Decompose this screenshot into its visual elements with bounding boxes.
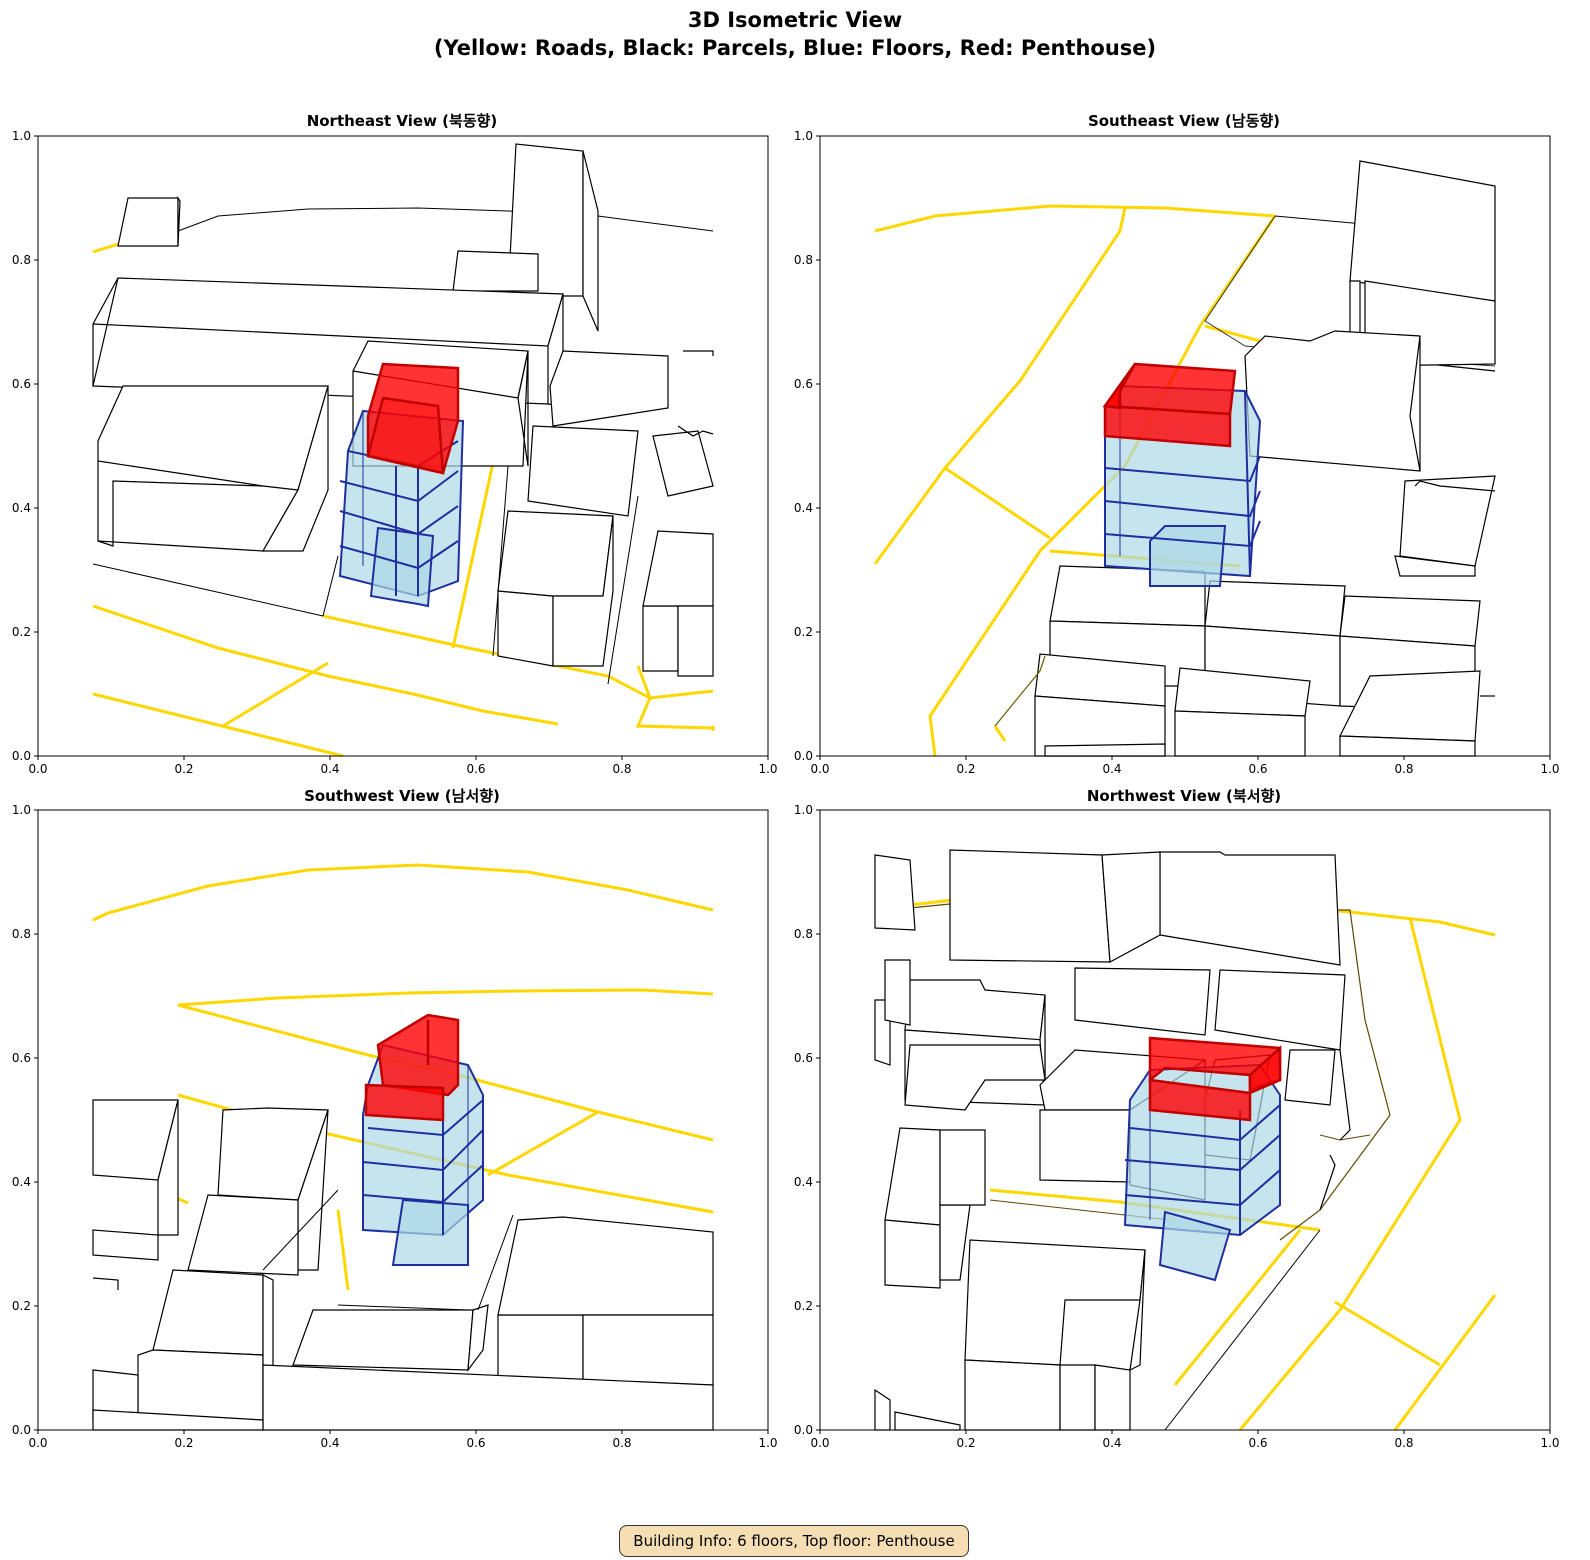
y-tick-label: 0.8 <box>794 253 813 267</box>
y-tick-label: 0.0 <box>794 749 813 763</box>
x-tick-label: 0.2 <box>174 762 193 776</box>
x-tick-label: 1.0 <box>758 1436 777 1450</box>
panel-southwest <box>37 809 769 1431</box>
x-tick-label: 1.0 <box>1540 1436 1559 1450</box>
penthouse <box>366 362 460 475</box>
panel-southeast <box>819 135 1551 757</box>
panel-title-northeast: Northeast View (북동향) <box>306 112 498 130</box>
x-tick-label: 0.8 <box>612 1436 631 1450</box>
panel-title-southeast: Southeast View (남동향) <box>1087 112 1281 130</box>
x-tick-label: 0.4 <box>1102 762 1121 776</box>
panel-northeast <box>37 135 769 758</box>
x-tick-label: 0.6 <box>466 762 485 776</box>
parcels <box>92 1099 714 1431</box>
penthouse <box>364 1013 460 1122</box>
axes-frame <box>819 809 1551 1431</box>
y-tick-label: 0.6 <box>794 1051 813 1065</box>
x-tick-label: 0.8 <box>612 762 631 776</box>
panel-title-southwest: Southwest View (남서향) <box>304 787 500 805</box>
penthouse <box>1102 362 1237 448</box>
x-tick-label: 0.4 <box>1102 1436 1121 1450</box>
x-tick-label: 0.0 <box>28 762 47 776</box>
x-tick-label: 0.8 <box>1394 1436 1413 1450</box>
figure-title-line1: 3D Isometric View <box>687 8 903 32</box>
x-tick-label: 1.0 <box>1540 762 1559 776</box>
y-tick-label: 0.0 <box>12 1423 31 1437</box>
y-tick-label: 1.0 <box>794 803 813 817</box>
x-tick-label: 0.6 <box>1248 762 1267 776</box>
y-tick-label: 0.6 <box>794 377 813 391</box>
panel-title-northwest: Northwest View (북서향) <box>1086 787 1282 805</box>
x-tick-label: 0.0 <box>28 1436 47 1450</box>
x-tick-label: 0.8 <box>1394 762 1413 776</box>
y-tick-label: 0.2 <box>12 625 31 639</box>
y-tick-label: 0.2 <box>794 625 813 639</box>
x-tick-label: 0.4 <box>320 1436 339 1450</box>
y-tick-label: 0.4 <box>12 1175 31 1189</box>
x-tick-label: 0.4 <box>320 762 339 776</box>
building-info-box: Building Info: 6 floors, Top floor: Pent… <box>619 1525 969 1557</box>
y-tick-label: 1.0 <box>12 129 31 143</box>
y-tick-label: 0.8 <box>12 253 31 267</box>
x-tick-label: 0.2 <box>956 1436 975 1450</box>
y-tick-label: 0.0 <box>12 749 31 763</box>
x-tick-label: 0.6 <box>1248 1436 1267 1450</box>
x-tick-label: 1.0 <box>758 762 777 776</box>
y-tick-label: 0.2 <box>12 1299 31 1313</box>
x-tick-label: 0.2 <box>174 1436 193 1450</box>
y-tick-label: 0.4 <box>794 501 813 515</box>
y-tick-label: 0.4 <box>794 1175 813 1189</box>
y-tick-label: 0.0 <box>794 1423 813 1437</box>
y-tick-label: 0.6 <box>12 1051 31 1065</box>
figure-title: 3D Isometric View (Yellow: Roads, Black:… <box>0 6 1590 62</box>
parcels <box>92 143 714 685</box>
axes-frame <box>819 135 1551 757</box>
parcels <box>994 160 1496 757</box>
y-tick-label: 0.2 <box>794 1299 813 1313</box>
x-tick-label: 0.2 <box>956 762 975 776</box>
penthouse <box>1148 1036 1282 1122</box>
y-tick-label: 0.4 <box>12 501 31 515</box>
x-tick-label: 0.6 <box>466 1436 485 1450</box>
axes-frame <box>37 809 769 1431</box>
y-tick-label: 0.8 <box>794 927 813 941</box>
x-tick-label: 0.0 <box>810 1436 829 1450</box>
figure-title-line2: (Yellow: Roads, Black: Parcels, Blue: Fl… <box>433 36 1157 60</box>
y-tick-label: 1.0 <box>794 129 813 143</box>
panel-northwest <box>819 809 1551 1431</box>
y-tick-label: 0.8 <box>12 927 31 941</box>
roads <box>873 204 1277 757</box>
x-tick-label: 0.0 <box>810 762 829 776</box>
axes-frame <box>37 135 769 757</box>
y-tick-label: 0.6 <box>12 377 31 391</box>
y-tick-label: 1.0 <box>12 803 31 817</box>
